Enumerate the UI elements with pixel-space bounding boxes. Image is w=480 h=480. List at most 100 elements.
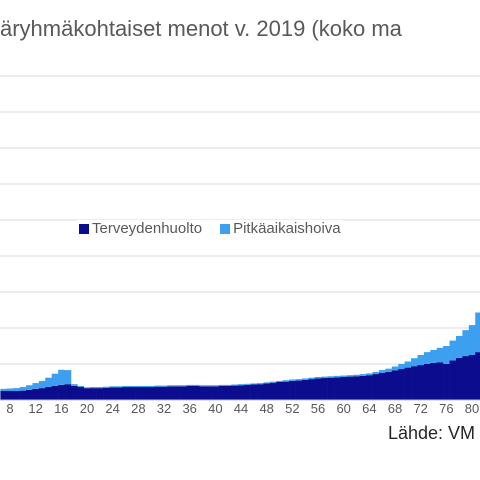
bar-terveydenhuolto-age-25	[115, 387, 123, 400]
source-note: Lähde: VM	[388, 423, 476, 443]
bar-terveydenhuolto-age-51	[282, 381, 290, 400]
x-tick-label: 16	[54, 401, 68, 416]
bar-pitkaaikaishoiva-age-26	[122, 385, 130, 388]
bar-terveydenhuolto-age-39	[205, 386, 213, 400]
bar-terveydenhuolto-age-77	[449, 360, 457, 400]
bar-pitkaaikaishoiva-age-11	[26, 385, 33, 390]
x-tick-label: 20	[80, 401, 94, 416]
bar-pitkaaikaishoiva-age-72	[417, 355, 425, 366]
bar-pitkaaikaishoiva-age-31	[154, 385, 162, 387]
bar-terveydenhuolto-age-54	[301, 379, 309, 400]
x-tick-label: 52	[285, 401, 299, 416]
bar-terveydenhuolto-age-57	[321, 378, 328, 400]
bar-terveydenhuolto-age-34	[173, 386, 181, 400]
bar-pitkaaikaishoiva-age-28	[135, 385, 142, 388]
bar-terveydenhuolto-age-31	[154, 386, 162, 400]
bar-terveydenhuolto-age-15	[51, 385, 59, 400]
bar-pitkaaikaishoiva-age-16	[58, 369, 65, 385]
bar-terveydenhuolto-age-49	[269, 382, 277, 400]
bar-terveydenhuolto-age-18	[70, 385, 78, 400]
bar-terveydenhuolto-age-29	[141, 387, 149, 400]
x-tick-label: 80	[465, 401, 479, 416]
bar-pitkaaikaishoiva-age-12	[32, 383, 40, 389]
bar-pitkaaikaishoiva-age-32	[160, 385, 168, 387]
bar-pitkaaikaishoiva-age-81	[475, 312, 480, 353]
x-tick-label: 40	[208, 401, 222, 416]
bar-terveydenhuolto-age-35	[180, 386, 187, 400]
bar-terveydenhuolto-age-16	[58, 384, 65, 400]
bar-terveydenhuolto-age-67	[385, 371, 393, 400]
legend-swatch-pitkaaikaishoiva	[220, 223, 231, 234]
bar-terveydenhuolto-age-55	[308, 379, 316, 400]
bar-pitkaaikaishoiva-age-75	[436, 347, 444, 363]
bar-terveydenhuolto-age-50	[276, 382, 284, 400]
bar-terveydenhuolto-age-28	[135, 387, 142, 400]
bar-pitkaaikaishoiva-age-29	[141, 385, 149, 388]
x-tick-label: 56	[311, 401, 325, 416]
bar-terveydenhuolto-age-8	[6, 391, 14, 400]
bar-terveydenhuolto-age-19	[77, 387, 85, 400]
bar-terveydenhuolto-age-20	[83, 388, 91, 400]
bar-terveydenhuolto-age-36	[186, 385, 194, 400]
bar-terveydenhuolto-age-12	[32, 388, 40, 400]
bar-terveydenhuolto-age-74	[430, 362, 438, 400]
bar-pitkaaikaishoiva-age-70	[404, 361, 412, 368]
bar-pitkaaikaishoiva-age-67	[385, 368, 393, 372]
bar-pitkaaikaishoiva-age-9	[13, 388, 20, 391]
bar-pitkaaikaishoiva-age-49	[269, 381, 277, 383]
x-axis-tick-labels: 8 12 16 20 24 28 32 36 40 44 48 52 56 60 64 68 72 76 80	[6, 401, 479, 416]
bar-pitkaaikaishoiva-age-15	[51, 373, 59, 386]
bar-pitkaaikaishoiva-age-39	[205, 385, 213, 387]
bar-terveydenhuolto-age-63	[359, 375, 367, 400]
bar-pitkaaikaishoiva-age-66	[378, 370, 386, 373]
bar-pitkaaikaishoiva-age-78	[455, 335, 463, 358]
bar-terveydenhuolto-age-62	[353, 376, 361, 400]
bar-pitkaaikaishoiva-age-58	[327, 376, 335, 378]
x-tick-label: 68	[388, 401, 402, 416]
bar-pitkaaikaishoiva-age-21	[90, 387, 97, 389]
x-tick-label: 32	[157, 401, 171, 416]
x-tick-label: 12	[28, 401, 42, 416]
bar-terveydenhuolto-age-60	[340, 376, 348, 400]
x-tick-label: 8	[6, 401, 13, 416]
bar-pitkaaikaishoiva-age-14	[45, 377, 53, 388]
bar-pitkaaikaishoiva-age-35	[180, 385, 187, 387]
x-tick-label: 76	[439, 401, 453, 416]
bar-terveydenhuolto-age-72	[417, 365, 425, 400]
bar-terveydenhuolto-age-23	[103, 387, 110, 400]
bar-pitkaaikaishoiva-age-55	[308, 377, 316, 380]
bar-pitkaaikaishoiva-age-25	[115, 386, 123, 388]
bar-terveydenhuolto-age-40	[212, 386, 219, 400]
x-tick-label: 28	[131, 401, 145, 416]
bar-pitkaaikaishoiva-age-40	[212, 385, 219, 387]
bar-terveydenhuolto-age-17	[64, 384, 72, 400]
x-tick-label: 24	[105, 401, 119, 416]
bar-pitkaaikaishoiva-age-23	[103, 386, 110, 388]
bar-terveydenhuolto-age-27	[128, 387, 136, 400]
bar-pitkaaikaishoiva-age-51	[282, 380, 290, 382]
bar-pitkaaikaishoiva-age-54	[301, 378, 309, 380]
bar-pitkaaikaishoiva-age-8	[6, 388, 14, 391]
bar-terveydenhuolto-age-69	[398, 369, 405, 400]
bar-terveydenhuolto-age-30	[147, 387, 155, 400]
bar-terveydenhuolto-age-78	[455, 357, 463, 400]
legend: Terveydenhuolto Pitkäaikaishoiva	[77, 220, 343, 237]
bar-pitkaaikaishoiva-age-62	[353, 374, 361, 377]
bar-terveydenhuolto-age-46	[250, 384, 258, 400]
bar-pitkaaikaishoiva-age-24	[109, 386, 117, 388]
bar-pitkaaikaishoiva-age-18	[70, 384, 78, 386]
bar-pitkaaikaishoiva-age-61	[346, 375, 354, 377]
bar-pitkaaikaishoiva-age-74	[430, 349, 438, 363]
bar-pitkaaikaishoiva-age-27	[128, 385, 136, 388]
legend-item-pitkaaikaishoiva: Pitkäaikaishoiva	[220, 220, 341, 237]
bar-pitkaaikaishoiva-age-52	[289, 379, 296, 381]
bar-terveydenhuolto-age-45	[244, 384, 251, 400]
bar-terveydenhuolto-age-64	[366, 375, 373, 400]
bar-pitkaaikaishoiva-age-47	[257, 383, 264, 385]
bar-terveydenhuolto-age-65	[372, 374, 380, 400]
legend-label-terveydenhuolto: Terveydenhuolto	[92, 220, 203, 237]
bar-terveydenhuolto-age-56	[314, 378, 322, 400]
bar-pitkaaikaishoiva-age-60	[340, 375, 348, 377]
bar-terveydenhuolto-age-48	[263, 383, 271, 400]
